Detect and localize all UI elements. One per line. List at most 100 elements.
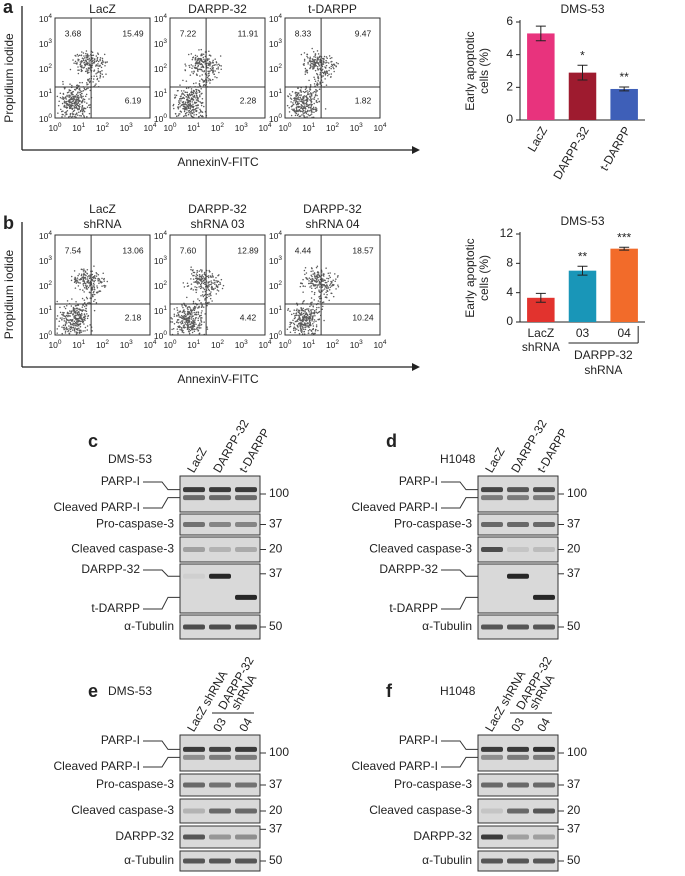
flow-dot bbox=[95, 301, 98, 304]
flow-dot bbox=[181, 103, 183, 106]
x-tick-label: 101 bbox=[187, 339, 200, 351]
y-tick-label: 104 bbox=[269, 13, 282, 25]
tick-base: 10 bbox=[154, 231, 164, 241]
flow-dot bbox=[86, 288, 89, 290]
flow-dot bbox=[86, 71, 89, 73]
flow-dot bbox=[300, 104, 302, 106]
flow-dot bbox=[93, 293, 96, 296]
flow-dot bbox=[312, 283, 314, 285]
x-tick-label: 103 bbox=[350, 122, 363, 134]
label-connector bbox=[441, 497, 478, 509]
flow-dot bbox=[98, 290, 101, 293]
flow-dot bbox=[290, 101, 292, 103]
flow-dot bbox=[318, 64, 321, 67]
flow-dot bbox=[178, 99, 180, 102]
flow-dot bbox=[200, 327, 202, 329]
flow-dot bbox=[79, 326, 82, 328]
flow-dot bbox=[69, 328, 72, 331]
flow-dot bbox=[81, 90, 83, 93]
flow-dot bbox=[179, 102, 181, 105]
flow-dot bbox=[183, 318, 185, 320]
flow-dot bbox=[66, 113, 68, 116]
flow-dot bbox=[78, 273, 80, 275]
flow-dot bbox=[298, 312, 301, 315]
flow-dot bbox=[298, 315, 300, 317]
flow-dot bbox=[206, 328, 209, 330]
flow-dot bbox=[83, 313, 86, 315]
flow-dot bbox=[85, 68, 88, 70]
flow-dot bbox=[314, 93, 317, 96]
flow-dot bbox=[180, 329, 183, 331]
flow-dot bbox=[171, 318, 173, 320]
flow-dot bbox=[196, 278, 199, 281]
y-tick-label: 104 bbox=[39, 230, 52, 242]
flow-dot bbox=[186, 282, 189, 285]
flow-dot bbox=[218, 64, 221, 67]
flow-dots bbox=[56, 265, 109, 335]
flow-dot bbox=[310, 297, 313, 299]
flow-dot bbox=[312, 273, 314, 275]
flow-dot bbox=[198, 276, 201, 278]
cell-line: H1048 bbox=[440, 684, 476, 698]
flow-dot bbox=[71, 112, 74, 114]
flow-dot bbox=[316, 65, 319, 68]
flow-dot bbox=[56, 315, 59, 317]
flow-dot bbox=[70, 104, 72, 106]
flow-dot bbox=[99, 58, 101, 61]
flow-dot bbox=[187, 106, 190, 108]
flow-dot bbox=[80, 69, 83, 72]
flow-dot bbox=[78, 69, 80, 71]
tick-exponent: 2 bbox=[220, 122, 224, 129]
y-tick-label: 103 bbox=[269, 38, 282, 50]
flow-dot bbox=[190, 325, 192, 328]
flow-dot bbox=[304, 313, 307, 316]
flow-dot bbox=[312, 308, 314, 311]
flow-dot bbox=[325, 56, 328, 58]
flow-dot bbox=[309, 93, 311, 95]
flow-dot bbox=[77, 101, 79, 104]
flow-dot bbox=[88, 104, 90, 107]
quadrant-value: 8.33 bbox=[295, 28, 312, 38]
flow-dot bbox=[302, 300, 305, 303]
x-axis-label: AnnexinV-FITC bbox=[177, 155, 259, 169]
flow-dot bbox=[96, 286, 99, 289]
flow-dot bbox=[101, 61, 103, 64]
flow-dot bbox=[181, 101, 184, 104]
tick-base: 10 bbox=[96, 123, 106, 133]
flow-dot bbox=[192, 269, 194, 271]
tick-base: 10 bbox=[154, 331, 164, 341]
protein-label: α-Tubulin bbox=[124, 619, 174, 633]
flow-dot bbox=[172, 103, 175, 106]
flow-dot bbox=[316, 265, 319, 268]
flow-dot bbox=[303, 114, 305, 117]
flow-dot bbox=[101, 69, 103, 72]
flow-dot bbox=[70, 275, 73, 278]
flow-dot bbox=[94, 60, 96, 62]
flow-dot bbox=[337, 62, 339, 65]
flow-dot bbox=[301, 325, 303, 328]
flow-dot bbox=[75, 317, 78, 320]
flow-dot bbox=[94, 65, 97, 67]
flow-dot bbox=[71, 94, 73, 96]
flow-dot bbox=[315, 88, 317, 91]
flow-dot bbox=[304, 107, 306, 109]
flow-dot bbox=[306, 322, 308, 325]
flow-dot bbox=[187, 96, 189, 99]
flow-dot bbox=[71, 102, 73, 105]
flow-dot bbox=[92, 81, 94, 83]
flow-dot bbox=[299, 285, 302, 288]
x-tick-label: t-DARPP bbox=[597, 124, 633, 173]
flow-dot bbox=[313, 111, 315, 113]
flow-dot bbox=[326, 293, 328, 296]
flow-dot bbox=[170, 317, 172, 319]
flow-dot bbox=[317, 329, 319, 332]
flow-dot bbox=[93, 284, 95, 286]
x-tick-label: 102 bbox=[96, 122, 109, 134]
tick-exponent: 0 bbox=[163, 113, 167, 120]
flow-dot bbox=[325, 62, 327, 64]
flow-dots bbox=[286, 47, 339, 119]
flow-dot bbox=[185, 115, 188, 117]
flow-dot bbox=[325, 267, 327, 269]
flow-dot bbox=[198, 282, 200, 284]
